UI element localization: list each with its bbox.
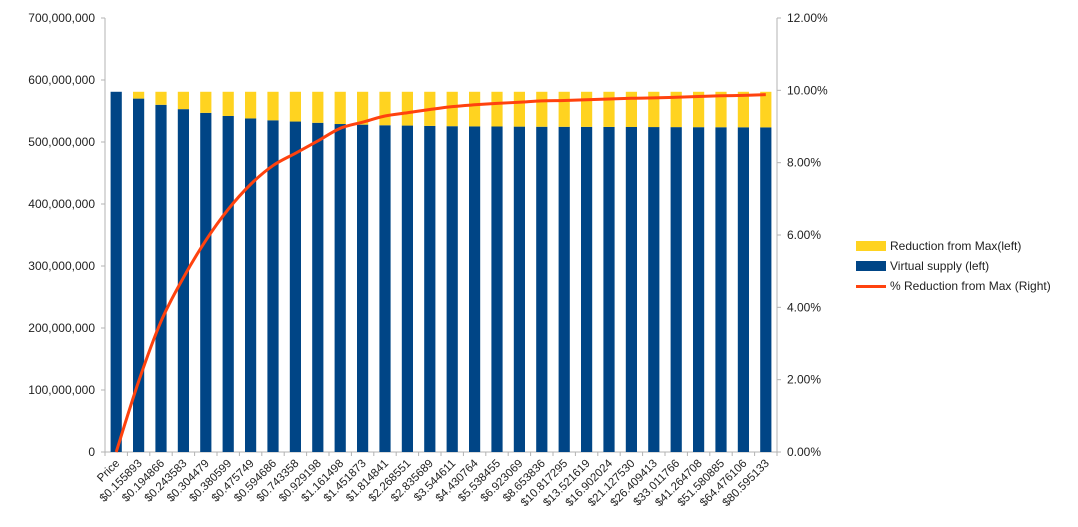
bar-reduction: [133, 91, 145, 99]
bar-virtual-supply: [648, 127, 660, 453]
line-pct-reduction: [114, 93, 766, 453]
bar-reduction: [245, 91, 257, 119]
bar-virtual-supply: [110, 91, 122, 452]
right-axis-tick-label: 12.00%: [787, 11, 828, 25]
left-axis-tick-label: 600,000,000: [28, 73, 95, 87]
left-axis-tick-label: 700,000,000: [28, 11, 95, 25]
bar-reduction: [177, 91, 189, 110]
bar-virtual-supply: [715, 127, 727, 452]
bar-reduction: [289, 91, 301, 122]
bar-virtual-supply: [760, 127, 772, 453]
bar-reduction: [401, 91, 413, 126]
bar-virtual-supply: [245, 118, 257, 452]
bar-reduction: [648, 91, 660, 128]
bar-reduction: [446, 91, 458, 127]
bar-virtual-supply: [312, 122, 324, 452]
bar-virtual-supply: [379, 125, 391, 452]
bar-reduction: [513, 91, 525, 127]
bar-reduction: [737, 91, 749, 128]
bar-reduction: [469, 91, 481, 127]
bar-reduction: [581, 91, 593, 127]
bar-reduction: [491, 91, 503, 127]
bar-virtual-supply: [334, 124, 346, 453]
bar-virtual-supply: [558, 126, 570, 452]
bar-virtual-supply: [670, 127, 682, 453]
right-axis-tick-label: 4.00%: [787, 300, 821, 314]
bar-virtual-supply: [401, 125, 413, 452]
bar-reduction: [536, 91, 548, 127]
bar-virtual-supply: [536, 126, 548, 453]
bar-reduction: [155, 91, 167, 105]
legend: Reduction from Max(left) Virtual supply …: [856, 236, 1051, 296]
bar-virtual-supply: [357, 124, 369, 452]
right-axis-tick-label: 2.00%: [787, 373, 821, 387]
bar-reduction: [558, 91, 570, 127]
bar-reduction: [760, 91, 772, 128]
bar-virtual-supply: [133, 98, 145, 452]
bar-reduction: [200, 91, 212, 113]
bar-virtual-supply: [469, 126, 481, 452]
bar-virtual-supply: [737, 127, 749, 452]
bar-reduction: [715, 91, 727, 128]
left-axis-tick-label: 400,000,000: [28, 197, 95, 211]
right-axis-tick-label: 8.00%: [787, 156, 821, 170]
bar-reduction: [625, 91, 637, 127]
legend-label-pct-reduction: % Reduction from Max (Right): [890, 279, 1051, 293]
bar-virtual-supply: [267, 120, 279, 453]
bar-reduction: [267, 91, 279, 121]
bar-virtual-supply: [513, 126, 525, 453]
bar-virtual-supply: [222, 115, 234, 453]
legend-label-reduction: Reduction from Max(left): [890, 239, 1022, 253]
right-axis-tick-label: 0.00%: [787, 445, 821, 459]
bar-virtual-supply: [446, 126, 458, 452]
bar-virtual-supply: [625, 126, 637, 452]
bar-virtual-supply: [155, 104, 167, 453]
bar-virtual-supply: [491, 126, 503, 452]
legend-item-reduction: Reduction from Max(left): [856, 236, 1051, 256]
legend-item-pct-reduction: % Reduction from Max (Right): [856, 276, 1051, 296]
bar-virtual-supply: [603, 126, 615, 453]
bar-reduction: [312, 91, 324, 123]
bar-virtual-supply: [200, 112, 212, 453]
left-axis-tick-label: 300,000,000: [28, 259, 95, 273]
legend-label-virtual-supply: Virtual supply (left): [890, 259, 990, 273]
left-axis-tick-label: 100,000,000: [28, 383, 95, 397]
legend-swatch-virtual-supply: [856, 261, 886, 271]
bar-reduction: [222, 91, 234, 116]
bar-virtual-supply: [693, 127, 705, 452]
bar-reduction: [334, 91, 346, 125]
left-axis-tick-label: 200,000,000: [28, 321, 95, 335]
bar-virtual-supply: [289, 121, 301, 452]
bar-virtual-supply: [424, 125, 436, 452]
left-axis-tick-label: 0: [88, 445, 95, 459]
right-axis-tick-label: 10.00%: [787, 83, 828, 97]
right-axis-tick-label: 6.00%: [787, 228, 821, 242]
left-axis-tick-label: 500,000,000: [28, 135, 95, 149]
bar-reduction: [603, 91, 615, 127]
bar-reduction: [379, 91, 391, 126]
bar-reduction: [670, 91, 682, 128]
legend-swatch-pct-reduction: [856, 284, 886, 288]
bar-reduction: [693, 91, 705, 128]
bar-virtual-supply: [581, 126, 593, 452]
bar-reduction: [357, 91, 369, 125]
legend-item-virtual-supply: Virtual supply (left): [856, 256, 1051, 276]
legend-swatch-reduction: [856, 241, 886, 251]
